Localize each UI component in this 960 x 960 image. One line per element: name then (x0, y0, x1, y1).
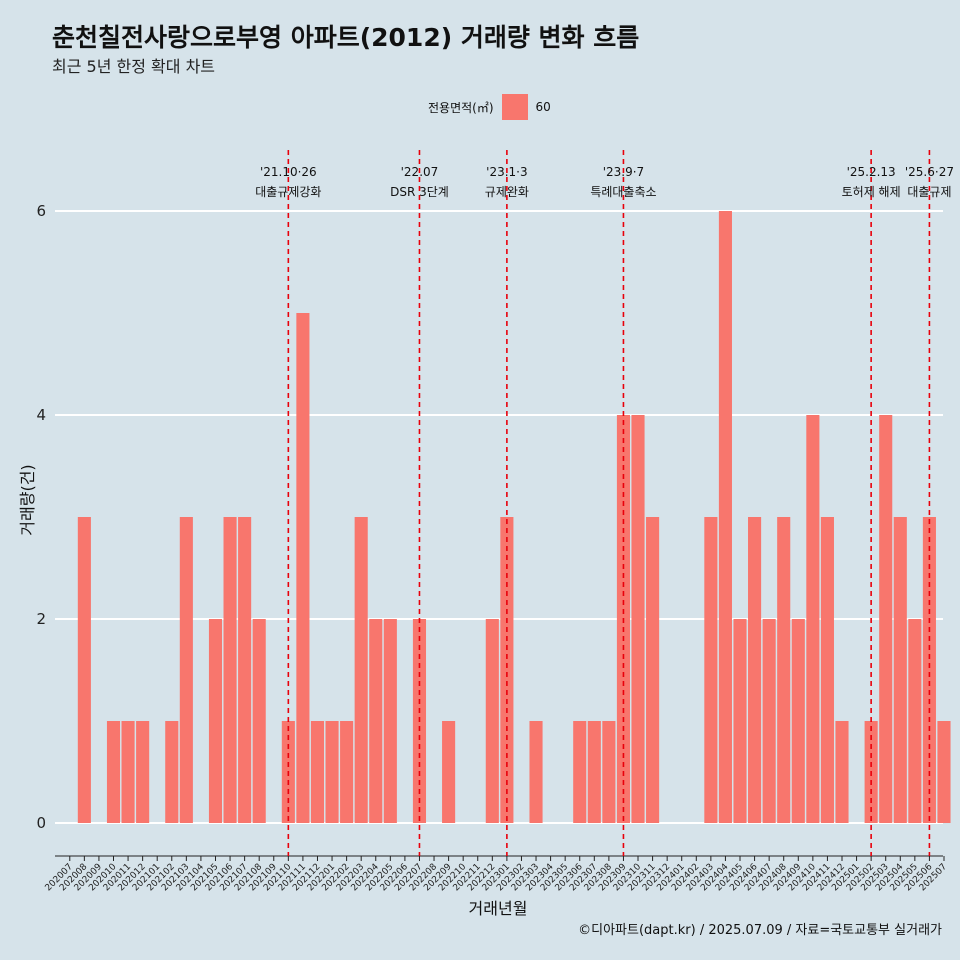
y-tick-label: 4 (36, 406, 46, 424)
bar (748, 517, 762, 823)
bar (500, 517, 514, 823)
bar (704, 517, 718, 823)
chart-subtitle: 최근 5년 한정 확대 차트 (52, 57, 216, 76)
bar (310, 721, 325, 823)
bar (223, 517, 237, 823)
bar (238, 517, 252, 823)
bar (208, 619, 223, 823)
bar (631, 415, 645, 823)
bar (777, 517, 791, 823)
bar (442, 721, 456, 823)
bar (179, 517, 193, 823)
annotation-date: '25.6·27 (905, 165, 954, 179)
bar (806, 415, 820, 823)
bar (718, 211, 732, 823)
bar (106, 721, 121, 823)
annotation-label: 토허제 해제 (842, 185, 901, 199)
annotation-label: 대출규제강화 (255, 185, 321, 199)
bar (369, 619, 383, 823)
bar (602, 721, 616, 823)
legend-label: 60 (535, 100, 551, 114)
bar (573, 721, 587, 823)
legend: 전용면적(㎡) 60 (428, 94, 551, 120)
chart-title: 춘천칠전사랑으로부영 아파트(2012) 거래량 변화 흐름 (52, 23, 640, 52)
annotation-label: DSR 3단계 (390, 185, 449, 199)
bar (485, 619, 499, 823)
bar (587, 721, 601, 823)
bar (354, 517, 368, 823)
bar (820, 517, 834, 823)
bar (835, 721, 849, 823)
annotation-date: '22.07 (401, 165, 439, 179)
annotation-date: '23.9·7 (603, 165, 644, 179)
bar (325, 721, 339, 823)
bar (383, 619, 397, 823)
bar (296, 313, 310, 823)
annotation-label: 특례대출축소 (590, 185, 656, 199)
source-caption: ©디아파트(dapt.kr) / 2025.07.09 / 자료=국토교통부 실… (578, 923, 942, 938)
legend-swatch (501, 94, 528, 120)
bar (252, 619, 266, 823)
bar (791, 619, 805, 823)
annotation-date: '21.10·26 (260, 165, 317, 179)
y-axis-title: 거래량(건) (18, 464, 37, 535)
bar (879, 415, 893, 823)
y-tick-label: 2 (36, 610, 46, 628)
bar (762, 619, 776, 823)
bar (136, 721, 150, 823)
bar (529, 721, 543, 823)
legend-title: 전용면적(㎡) (428, 100, 494, 115)
annotation-label: 대출규제 (907, 185, 951, 199)
bar (646, 517, 660, 823)
bar (340, 721, 354, 823)
bar (922, 517, 936, 823)
bar (937, 721, 951, 823)
annotation-label: 규제완화 (485, 185, 529, 199)
bar (908, 619, 922, 823)
y-tick-label: 6 (36, 202, 46, 220)
bar (77, 517, 91, 823)
y-tick-label: 0 (36, 814, 46, 832)
bar (733, 619, 747, 823)
bar (893, 517, 907, 823)
bar (121, 721, 135, 823)
annotation-date: '25.2.13 (847, 165, 896, 179)
bar (165, 721, 179, 823)
x-axis-title: 거래년월 (469, 899, 528, 918)
annotation-date: '23.1·3 (486, 165, 527, 179)
